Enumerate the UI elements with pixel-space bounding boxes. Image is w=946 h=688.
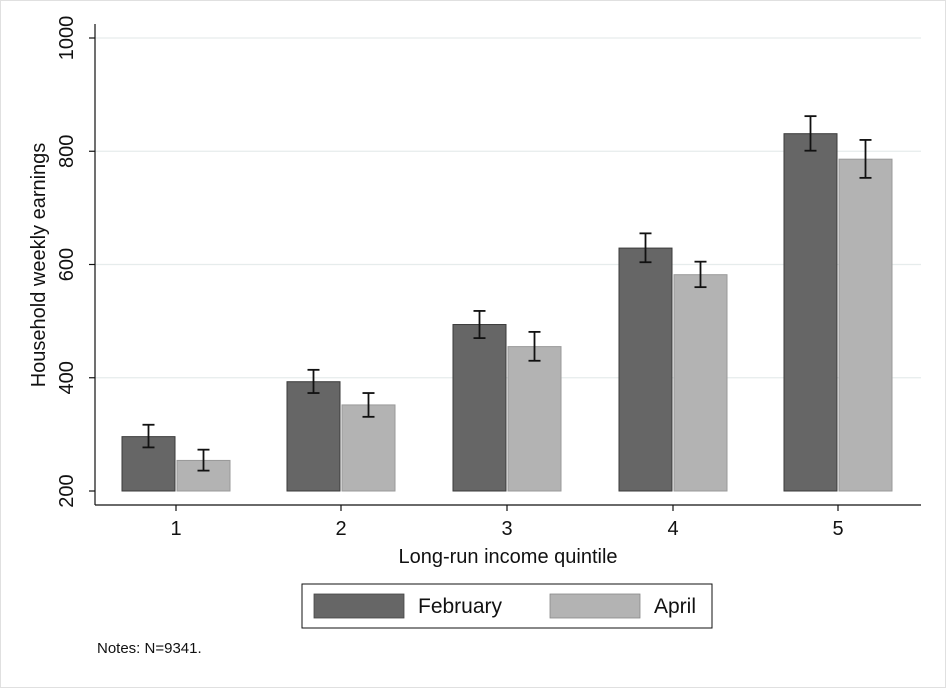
y-ticks: 200 400 600 800 1000 xyxy=(56,16,95,508)
y-tick-label-800: 800 xyxy=(56,135,78,168)
bar-february-5 xyxy=(783,133,838,492)
bar-april-3 xyxy=(507,346,562,492)
bar-february-2 xyxy=(286,381,341,492)
x-tick-label-1: 1 xyxy=(170,518,181,540)
y-tick-label-200: 200 xyxy=(56,474,78,507)
bar-april-4 xyxy=(673,274,728,492)
x-axis-label: Long-run income quintile xyxy=(398,546,617,568)
bar-february-4 xyxy=(618,247,673,492)
x-tick-label-3: 3 xyxy=(501,518,512,540)
legend: February April xyxy=(301,583,713,629)
legend-label-february: February xyxy=(418,595,503,618)
bars xyxy=(121,133,893,492)
bar-april-2 xyxy=(341,404,396,492)
y-tick-label-400: 400 xyxy=(56,361,78,394)
x-tick-label-2: 2 xyxy=(335,518,346,540)
y-tick-label-600: 600 xyxy=(56,248,78,281)
legend-swatch-february xyxy=(313,593,405,619)
error-bars xyxy=(142,115,872,472)
legend-swatch-april xyxy=(549,593,641,619)
bar-april-5 xyxy=(838,158,893,492)
legend-label-april: April xyxy=(654,595,696,618)
x-tick-label-5: 5 xyxy=(832,518,843,540)
y-axis-label: Household weekly earnings xyxy=(28,143,50,388)
bar-february-3 xyxy=(452,324,507,492)
x-tick-label-4: 4 xyxy=(667,518,678,540)
x-ticks: 1 2 3 4 5 xyxy=(170,505,844,540)
notes-text: Notes: N=9341. xyxy=(97,640,202,657)
y-tick-label-1000: 1000 xyxy=(56,16,78,61)
